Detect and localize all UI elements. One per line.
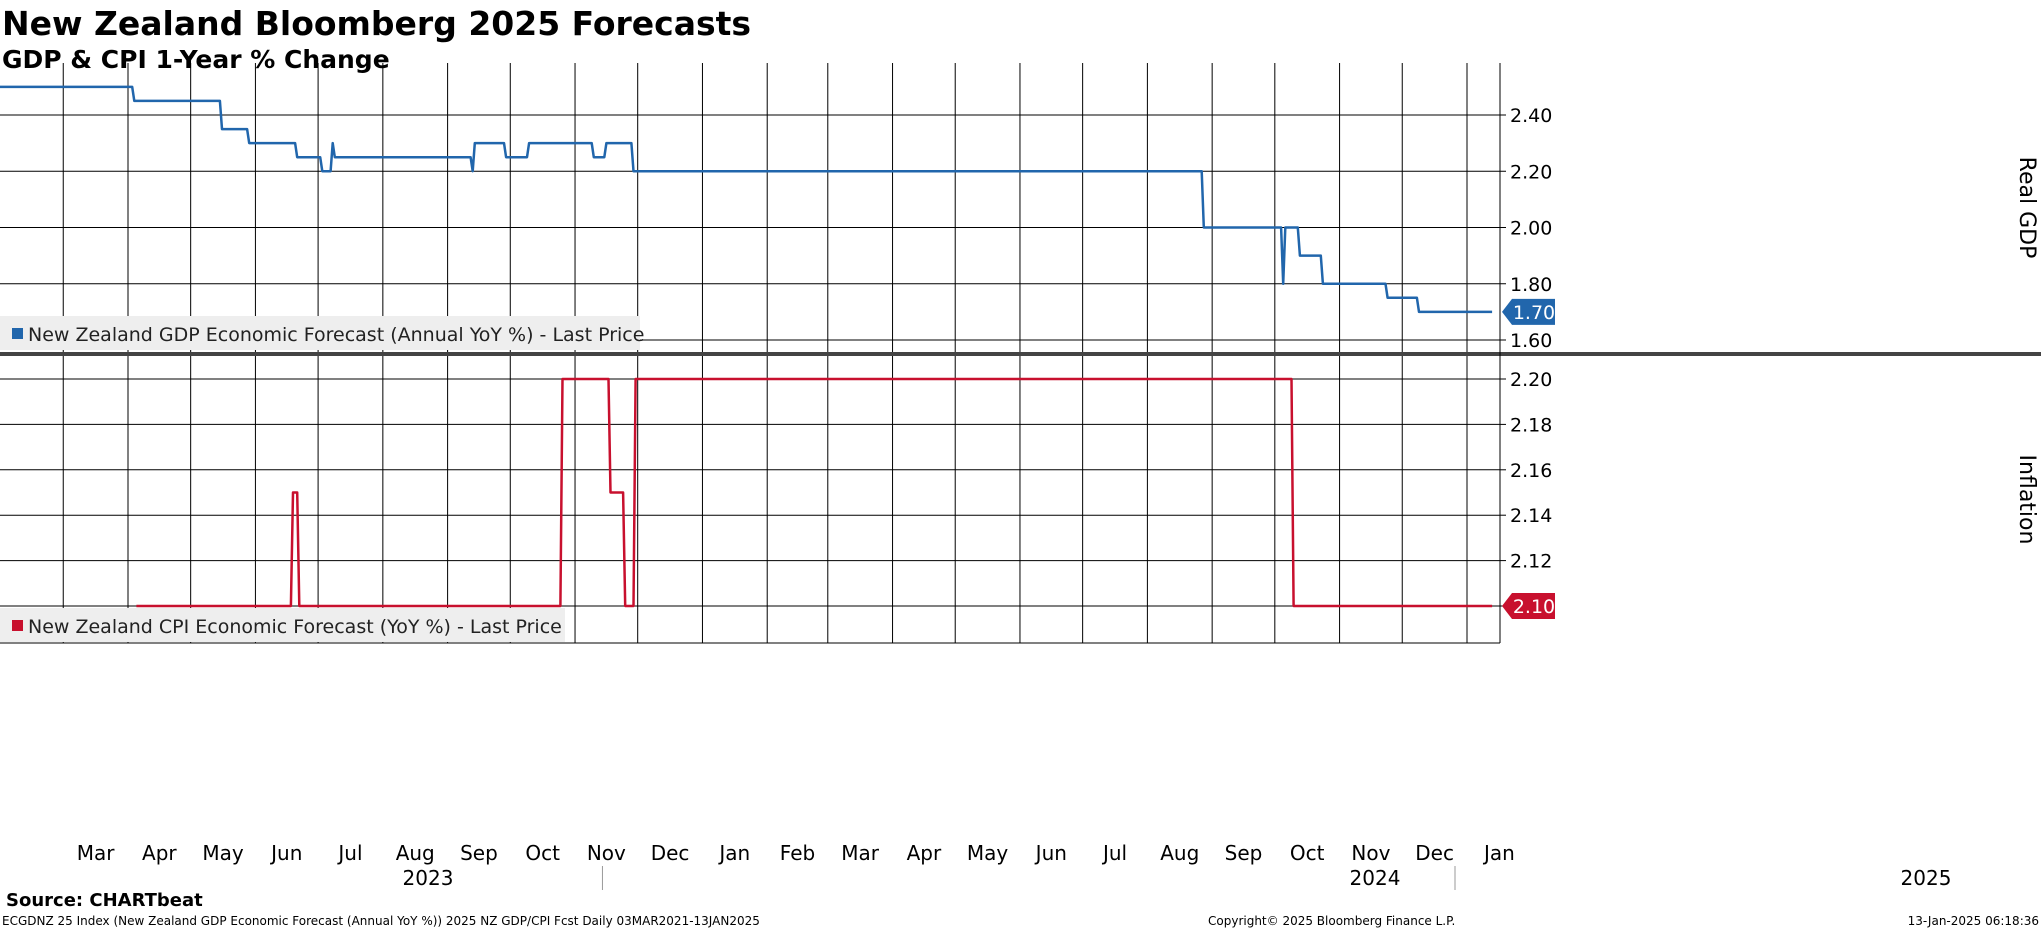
month-label: Apr [142, 841, 177, 865]
month-label: Aug [1160, 841, 1199, 865]
month-label: Jan [1482, 841, 1515, 865]
gdp-ytick-label: 2.40 [1510, 105, 1552, 127]
gdp-axis-label: Real GDP [2014, 157, 2039, 259]
gdp-last-value-badge [1502, 298, 1555, 325]
gdp-legend-label: New Zealand GDP Economic Forecast (Annua… [28, 324, 644, 346]
month-label: Nov [587, 841, 626, 865]
cpi-ytick-label: 2.14 [1510, 505, 1552, 527]
cpi-axis-label: Inflation [2014, 455, 2039, 545]
month-label: Jul [1101, 841, 1127, 865]
gdp-series-line [0, 85, 1493, 314]
month-label: May [202, 841, 244, 865]
cpi-ytick-label: 2.12 [1510, 551, 1552, 573]
month-label: Jun [1034, 841, 1067, 865]
year-label: 2024 [1350, 866, 1401, 890]
cpi-ytick-label: 2.20 [1510, 369, 1552, 391]
copyright-notice: Copyright© 2025 Bloomberg Finance L.P. [1208, 914, 1456, 928]
chart-title: New Zealand Bloomberg 2025 Forecasts [2, 4, 752, 43]
month-label: Aug [396, 841, 435, 865]
cpi-legend-box [0, 608, 565, 642]
gdp-last-value-label: 1.70 [1513, 302, 1555, 324]
month-label: Sep [460, 841, 498, 865]
year-label: 2025 [1901, 866, 1952, 890]
gdp-legend-box [0, 316, 640, 350]
gdp-ytick-label: 1.60 [1510, 330, 1552, 352]
gdp-ytick-label: 1.80 [1510, 274, 1552, 296]
month-label: Jul [336, 841, 362, 865]
gdp-legend-swatch [12, 328, 23, 339]
cpi-last-value-label: 2.10 [1513, 596, 1555, 618]
gdp-ytick-label: 2.20 [1510, 161, 1552, 183]
month-label: Apr [907, 841, 942, 865]
month-label: May [967, 841, 1009, 865]
month-label: Mar [841, 841, 880, 865]
month-label: Jan [717, 841, 750, 865]
cpi-last-value-badge [1502, 593, 1555, 619]
cpi-ytick-label: 2.18 [1510, 414, 1552, 436]
month-label: Jun [269, 841, 302, 865]
source-label: Source: CHARTbeat [6, 890, 203, 911]
month-label: Oct [1290, 841, 1325, 865]
timestamp: 13-Jan-2025 06:18:36 [1907, 914, 2039, 928]
chart-subtitle: GDP & CPI 1-Year % Change [2, 45, 390, 74]
month-label: Nov [1351, 841, 1390, 865]
month-label: Sep [1225, 841, 1263, 865]
year-label: 2023 [403, 866, 454, 890]
month-label: Dec [651, 841, 690, 865]
cpi-legend-label: New Zealand CPI Economic Forecast (YoY %… [28, 616, 562, 638]
gdp-ytick-label: 2.00 [1510, 218, 1552, 240]
month-label: Dec [1415, 841, 1454, 865]
month-label: Feb [780, 841, 815, 865]
month-label: Mar [77, 841, 116, 865]
ticker-info: ECGDNZ 25 Index (New Zealand GDP Economi… [2, 914, 760, 928]
cpi-legend-swatch [12, 620, 23, 631]
month-label: Oct [525, 841, 560, 865]
cpi-ytick-label: 2.16 [1510, 460, 1552, 482]
cpi-series-line [136, 377, 1493, 608]
